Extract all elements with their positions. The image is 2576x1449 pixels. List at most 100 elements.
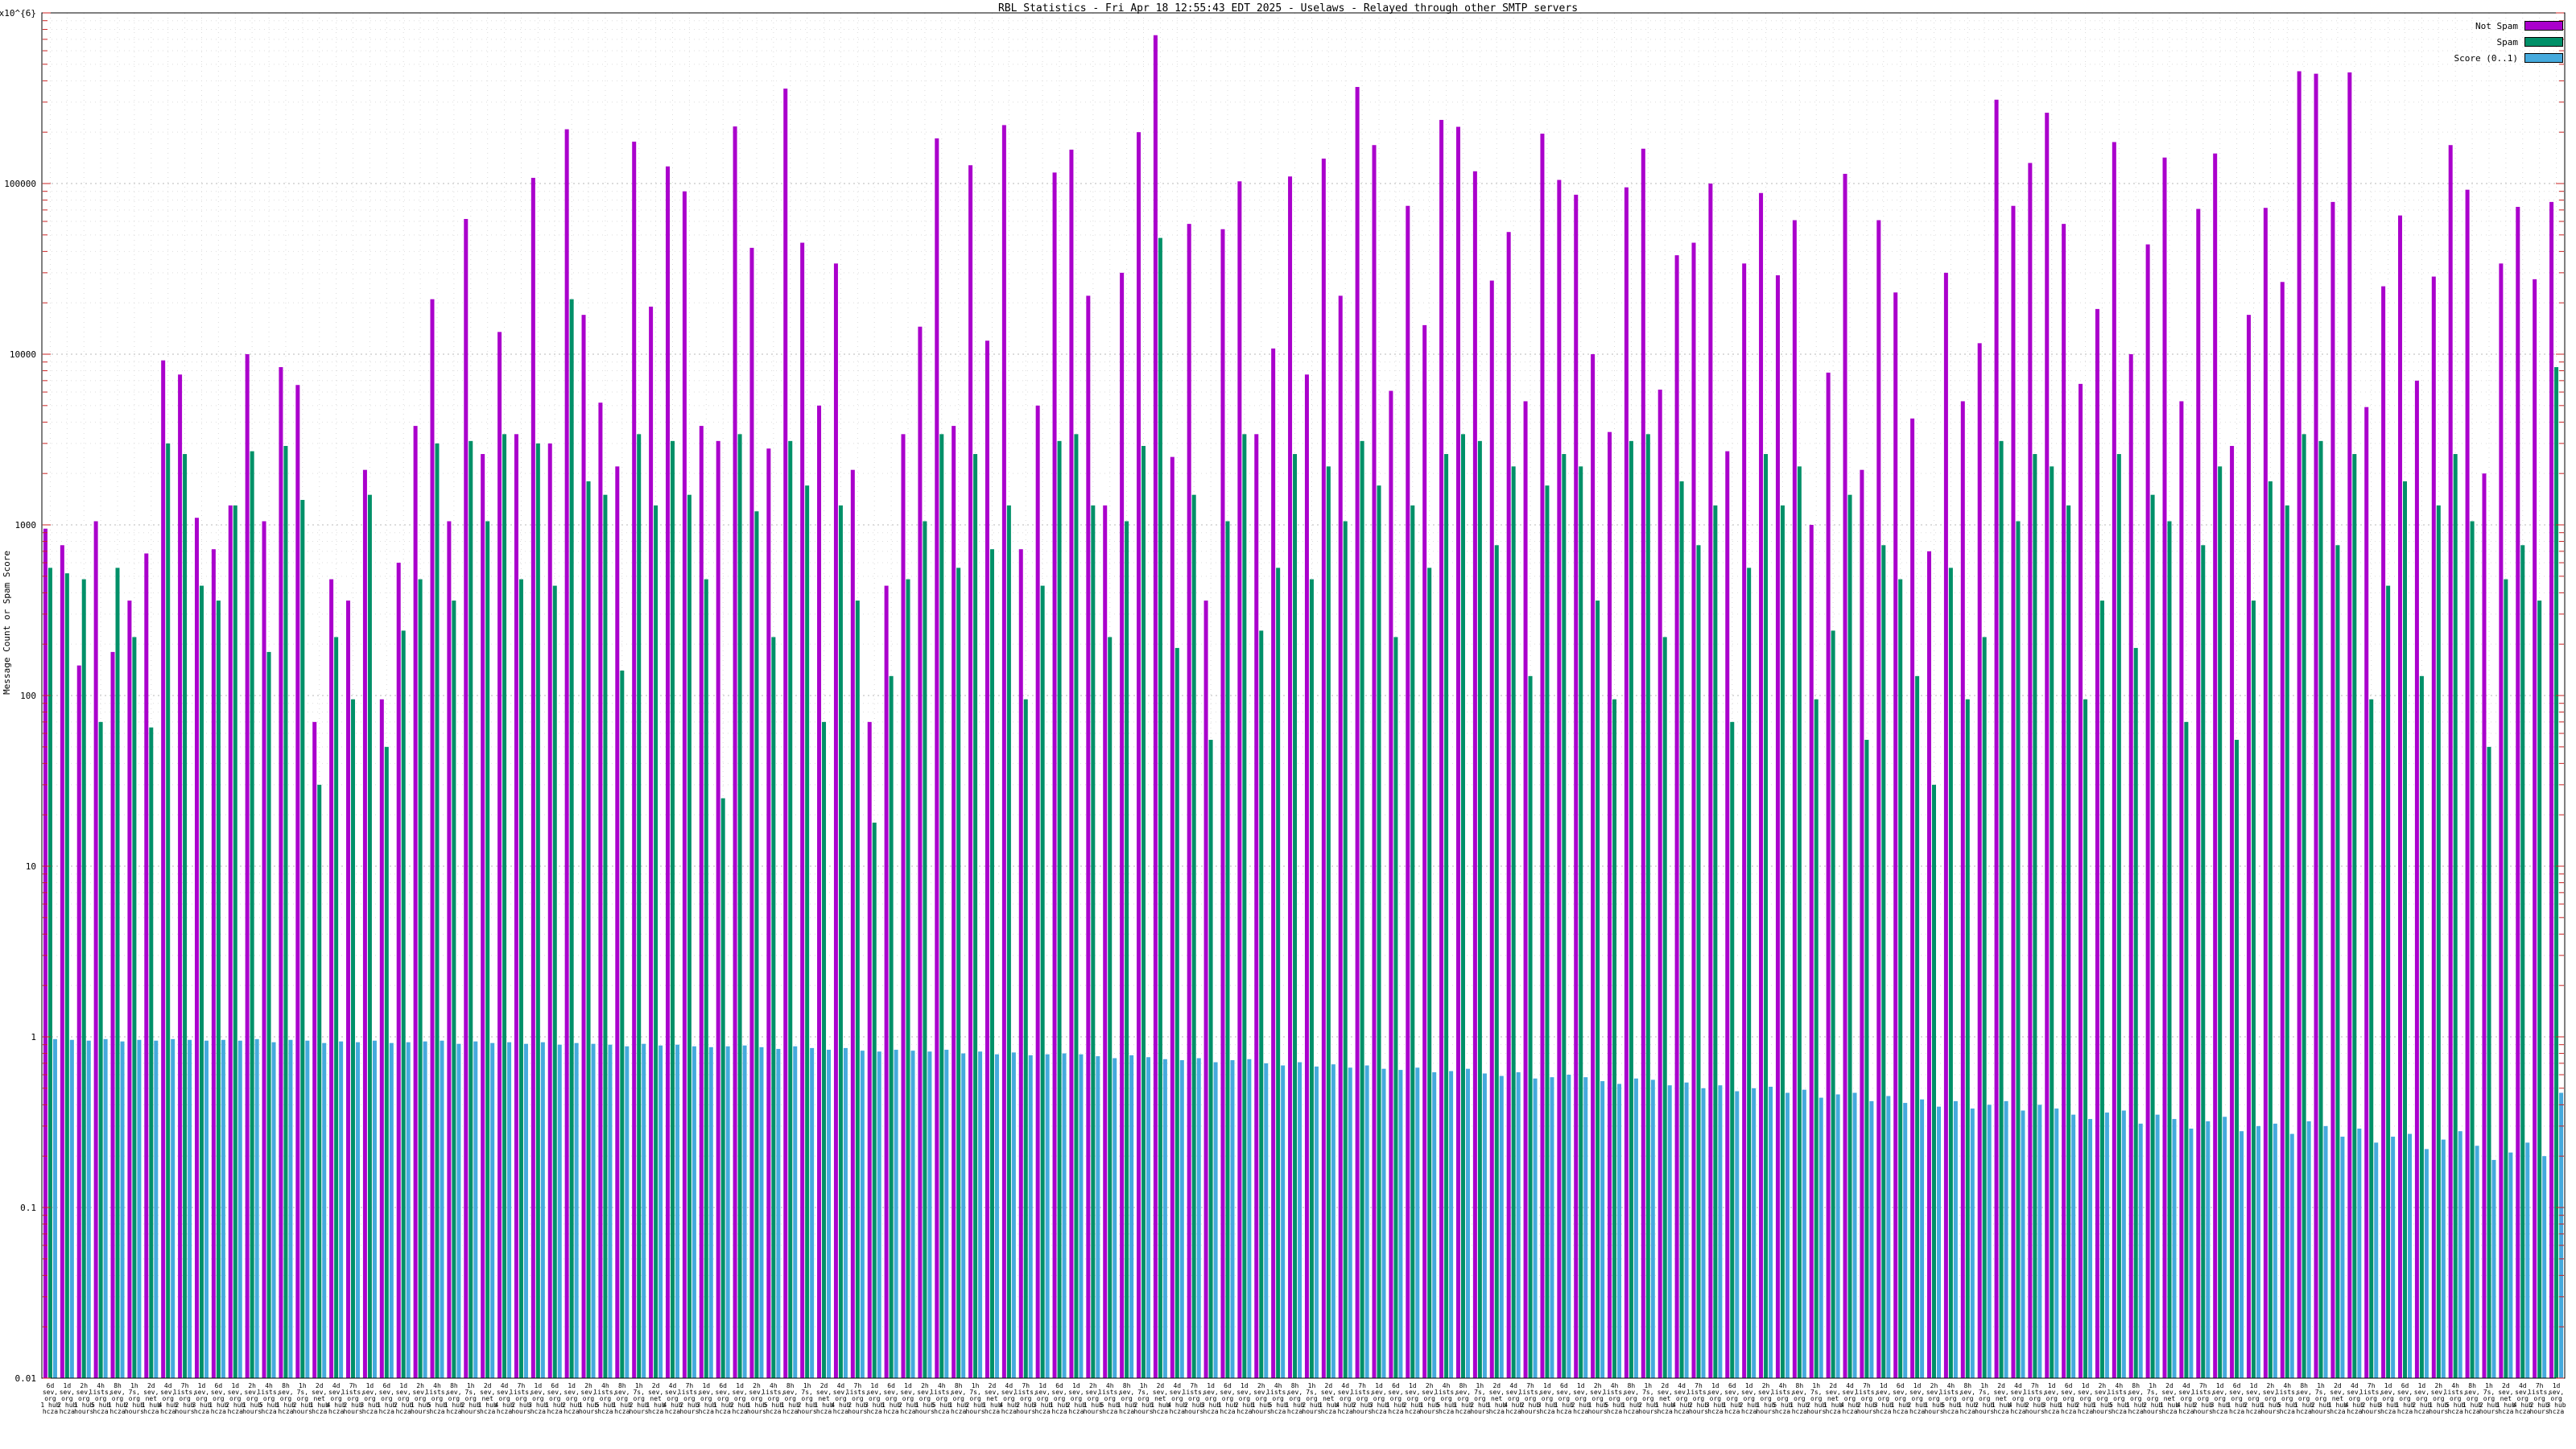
bar-spam	[2066, 505, 2071, 1378]
x-tick-label-line: sev,	[1758, 1389, 1773, 1396]
bar-spam	[737, 434, 742, 1379]
x-tick-label: 2d sev, net 1 hub hcza	[1150, 1382, 1170, 1415]
bar-spam	[317, 784, 322, 1378]
x-tick-label-line: 7s,	[1137, 1389, 1149, 1396]
x-tick-label: 2h sev, org 1 hub hours	[411, 1382, 430, 1415]
x-tick-label-line: 5 hub	[427, 1402, 447, 1409]
x-tick-label-line: hours	[2362, 1408, 2381, 1415]
bar-spam	[2285, 505, 2289, 1378]
x-tick-label: 8h sev, org 1 hub hcza	[1117, 1382, 1137, 1415]
x-tick-label-line: sev,	[2161, 1389, 2177, 1396]
x-tick-label-line: net	[1154, 1395, 1166, 1402]
x-tick-label-line: org	[532, 1395, 544, 1402]
x-tick-label-line: 3 hub	[1033, 1402, 1052, 1409]
x-tick-label-line: org	[734, 1395, 746, 1402]
bar-not-spam	[1069, 149, 1074, 1378]
x-tick-label-line: 1d	[535, 1382, 543, 1389]
x-tick-label-line: 7h	[1526, 1382, 1534, 1389]
x-tick-label-line: sev,	[564, 1389, 580, 1396]
bar-score	[2441, 1139, 2446, 1378]
bar-not-spam	[884, 585, 889, 1378]
x-tick-label-line: lists,	[1603, 1389, 1626, 1396]
bar-score	[2374, 1142, 2379, 1378]
x-tick-label-line: 2 hub	[1067, 1402, 1086, 1409]
x-tick-label-line: 3 hub	[696, 1402, 716, 1409]
bar-score	[1802, 1089, 1806, 1378]
x-tick-label-line: org	[465, 1395, 477, 1402]
x-tick-label-line: hcza	[1388, 1408, 1403, 1415]
bar-not-spam	[1372, 145, 1377, 1379]
x-tick-label: 4d sev, org 4 hub hcza	[2513, 1382, 2533, 1415]
bar-score	[1364, 1065, 1369, 1378]
x-tick-label-line: 1h	[635, 1382, 643, 1389]
x-tick-label-line: 4h	[1443, 1382, 1451, 1389]
x-tick-label-line: hcza	[379, 1408, 394, 1415]
x-tick-label-line: org	[2181, 1395, 2193, 1402]
x-tick-label: 7h lists, org 2 hub hours	[2191, 1382, 2215, 1415]
bar-spam	[1191, 494, 1196, 1378]
x-tick-label-line: 7s,	[129, 1389, 140, 1396]
x-tick-label-line: org	[1508, 1395, 1520, 1402]
x-tick-label: 2d sev, net 1 hub hcza	[1823, 1382, 1843, 1415]
x-tick-label-line: org	[852, 1395, 864, 1402]
x-tick-label-line: sev,	[1220, 1389, 1235, 1396]
bar-spam	[956, 568, 961, 1378]
x-tick-label: 2h sev, org 1 hub hours	[1588, 1382, 1608, 1415]
bar-spam	[216, 601, 221, 1378]
x-tick-label-line: hours	[1252, 1408, 1271, 1415]
x-tick-label-line: 2h	[1762, 1382, 1770, 1389]
x-tick-label-line: 8h	[1628, 1382, 1636, 1389]
bar-spam	[2369, 699, 2374, 1378]
x-tick-label-line: sev,	[1287, 1389, 1302, 1396]
x-tick-label-line: 1h	[2317, 1382, 2325, 1389]
bar-spam	[1662, 637, 1667, 1378]
x-tick-label-line: hcza	[2044, 1408, 2059, 1415]
x-tick-label-line: org	[1525, 1395, 1537, 1402]
bar-score	[2206, 1121, 2211, 1378]
x-tick-label-line: sev,	[1153, 1389, 1168, 1396]
bar-not-spam	[1422, 324, 1427, 1378]
bar-not-spam	[615, 466, 620, 1378]
x-tick-label: 4h lists, org 5 hub hcza	[1603, 1382, 1626, 1415]
x-tick-label: 2h sev, org 1 hub hours	[579, 1382, 598, 1415]
bar-spam	[1091, 505, 1096, 1378]
bar-score	[961, 1053, 966, 1378]
x-tick-label-line: 2 hub	[1571, 1402, 1591, 1409]
x-tick-label-line: org	[2130, 1395, 2142, 1402]
x-tick-label: 4d sev, org 4 hub hcza	[999, 1382, 1018, 1415]
x-tick-label-line: sev,	[1253, 1389, 1269, 1396]
legend-item-score: Score (0..1)	[2454, 50, 2563, 66]
bar-score	[1869, 1100, 1874, 1378]
bar-score	[1465, 1068, 1470, 1378]
x-tick-label-line: org	[2349, 1395, 2361, 1402]
x-tick-label: 1h 7s, org 2 hub hours	[798, 1382, 817, 1415]
bar-spam	[1629, 440, 1633, 1378]
bar-not-spam	[514, 434, 518, 1379]
bar-score	[1583, 1077, 1588, 1378]
bar-not-spam	[497, 332, 502, 1378]
bar-spam	[283, 445, 288, 1378]
x-tick-label-line: hcza	[1236, 1408, 1252, 1415]
x-tick-label-line: sev,	[867, 1389, 882, 1396]
bar-score	[120, 1041, 125, 1378]
x-tick-label-line: 4h	[938, 1382, 946, 1389]
x-tick-label-line: 1 hub	[242, 1402, 262, 1409]
bar-spam	[1074, 434, 1079, 1379]
x-tick-label-line: 3 hub	[1538, 1402, 1557, 1409]
x-tick-label-line: hours	[1924, 1408, 1943, 1415]
bar-spam	[266, 651, 271, 1378]
x-tick-label-line: 1 hub	[1992, 1402, 2011, 1409]
x-tick-label-line: 2 hub	[2311, 1402, 2330, 1409]
bar-score	[86, 1040, 91, 1378]
x-tick-label-line: 7s,	[801, 1389, 812, 1396]
bar-spam	[2335, 545, 2340, 1378]
x-tick-label-line: 2 hub	[2143, 1402, 2162, 1409]
x-tick-label-line: sev,	[816, 1389, 832, 1396]
x-tick-label-line: 1 hub	[1823, 1402, 1843, 1409]
bar-score	[1213, 1062, 1218, 1378]
x-tick-label-line: 1 hub	[1655, 1402, 1674, 1409]
bar-score	[2088, 1119, 2093, 1378]
x-tick-label-line: hours	[1470, 1408, 1489, 1415]
bar-score	[1633, 1078, 1638, 1378]
x-tick-label: 4h lists, org 5 hub hcza	[2444, 1382, 2467, 1415]
